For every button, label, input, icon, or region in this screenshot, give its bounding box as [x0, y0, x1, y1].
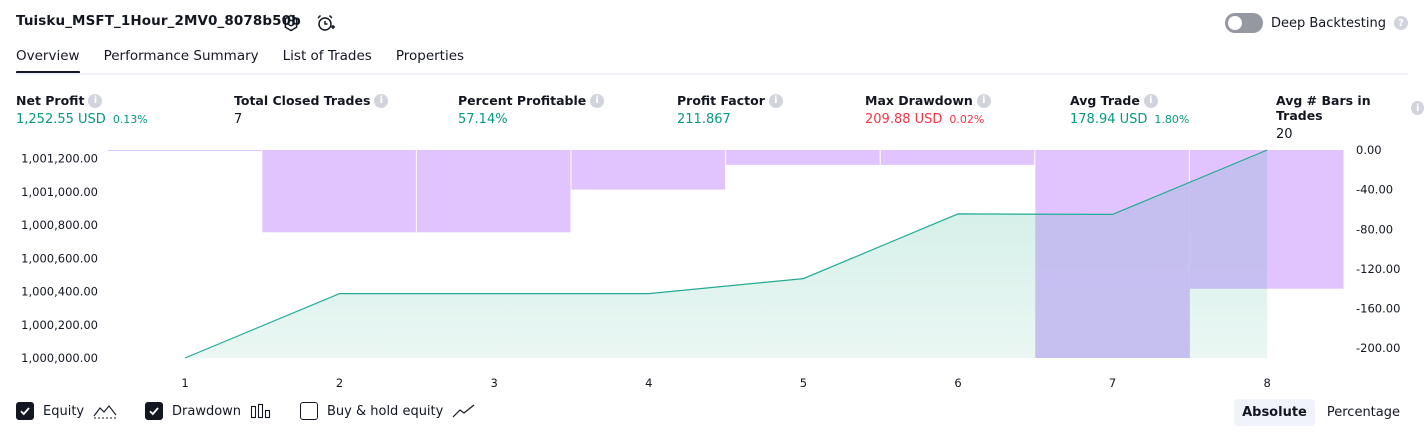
info-icon[interactable]: i [590, 93, 605, 108]
right-axis-tick: -80.00 [1356, 222, 1393, 236]
drawdown-bars-icon [250, 403, 272, 419]
tab-list-of-trades[interactable]: List of Trades [282, 48, 372, 64]
metric-net-profit: Net Profit i 1,252.55 USD 0.13% [16, 93, 148, 127]
drawdown-bar [108, 150, 262, 151]
alarm-add-icon[interactable] [315, 13, 335, 33]
tab-overview[interactable]: Overview [16, 48, 80, 74]
metric-value: 178.94 USD [1070, 112, 1148, 127]
info-icon[interactable]: i [1143, 93, 1158, 108]
left-axis-tick: 1,001,000.00 [21, 185, 98, 199]
metric-profit-factor: Profit Factor i 211.867 [677, 93, 783, 127]
legend-label: Buy & hold equity [327, 403, 444, 419]
x-axis-tick: 2 [336, 376, 343, 390]
metric-label: Profit Factor [677, 93, 765, 108]
metric-percent: 0.02% [949, 113, 985, 126]
legend-buy-hold[interactable]: Buy & hold equity [300, 402, 476, 420]
x-axis-tick: 7 [1109, 376, 1116, 390]
left-axis-tick: 1,000,000.00 [21, 351, 98, 365]
legend-label: Drawdown [172, 403, 242, 419]
equity-icon [93, 403, 117, 419]
right-axis: 0.00 -40.00 -80.00 -120.00 -160.00 -200.00 [1356, 143, 1400, 355]
buy-hold-line-icon [452, 403, 476, 419]
equity-drawdown-chart: 1,000,000.00 1,000,200.00 1,000,400.00 1,00… [21, 143, 1400, 390]
drawdown-bar [262, 150, 416, 233]
metric-label: Max Drawdown [865, 93, 973, 108]
metric-percent: 0.13% [112, 113, 148, 126]
left-axis-tick: 1,000,200.00 [21, 318, 98, 332]
left-axis-tick: 1,000,600.00 [21, 251, 98, 265]
x-axis-tick: 6 [954, 376, 961, 390]
metric-value: 7 [234, 112, 243, 127]
metric-avg-bars-in-trades: Avg # Bars in Trades i 20 [1276, 93, 1424, 142]
right-axis-tick: -200.00 [1356, 341, 1400, 355]
drawdown-bar [571, 150, 726, 190]
drawdown-bar [880, 150, 1035, 165]
x-axis-tick: 1 [181, 376, 188, 390]
left-axis-tick: 1,000,800.00 [21, 218, 98, 232]
metric-label: Total Closed Trades [234, 93, 371, 108]
info-icon[interactable]: i [88, 93, 103, 108]
right-axis-tick: 0.00 [1356, 143, 1382, 157]
equity-line [184, 149, 1268, 359]
buy-hold-checkbox[interactable] [300, 402, 318, 420]
info-icon[interactable]: i [1411, 101, 1424, 115]
left-axis: 1,000,000.00 1,000,200.00 1,000,400.00 1,00… [21, 152, 98, 365]
x-axis-tick: 8 [1264, 376, 1271, 390]
tab-performance-summary[interactable]: Performance Summary [103, 48, 259, 64]
metric-value: 1,252.55 USD [16, 112, 106, 127]
metric-avg-trade: Avg Trade i 178.94 USD 1.80% [1070, 93, 1189, 127]
drawdown-overlap [1035, 150, 1268, 358]
metric-label: Avg # Bars in Trades [1276, 93, 1371, 123]
strategy-title: Tuisku_MSFT_1Hour_2MV0_8078b50b [16, 13, 301, 29]
absolute-button[interactable]: Absolute [1234, 399, 1315, 426]
drawdown-overlap-region [1035, 182, 1190, 358]
info-icon[interactable]: i [374, 93, 389, 108]
info-icon[interactable]: i [768, 93, 783, 108]
x-axis: 1 2 3 4 5 6 7 8 [181, 376, 1271, 390]
drawdown-checkbox[interactable] [145, 402, 163, 420]
right-axis-tick: -120.00 [1356, 262, 1400, 276]
metric-label: Avg Trade [1070, 93, 1140, 108]
metric-value: 57.14% [458, 112, 508, 127]
percentage-button[interactable]: Percentage [1326, 405, 1400, 420]
tab-bar: Overview Performance Summary List of Tra… [16, 48, 465, 74]
x-axis-tick: 3 [491, 376, 498, 390]
deep-backtesting-toggle[interactable] [1224, 13, 1263, 33]
drawdown-overlap-region [1189, 150, 1268, 289]
metric-value: 211.867 [677, 112, 731, 127]
metric-label: Percent Profitable [458, 93, 587, 108]
deep-backtesting: Deep Backtesting ? [1224, 13, 1408, 33]
settings-gear-icon[interactable] [281, 13, 301, 33]
metric-value: 20 [1276, 127, 1293, 142]
metric-value: 209.88 USD [865, 112, 943, 127]
x-axis-tick: 4 [645, 376, 652, 390]
right-axis-tick: -160.00 [1356, 302, 1400, 316]
equity-checkbox[interactable] [16, 402, 34, 420]
legend-label: Equity [43, 403, 85, 419]
metric-percent: 1.80% [1154, 113, 1190, 126]
legend-drawdown[interactable]: Drawdown [145, 402, 272, 420]
drawdown-bar [726, 150, 880, 165]
legend-equity[interactable]: Equity [16, 402, 117, 420]
scale-toggle: Absolute Percentage [1234, 399, 1408, 426]
left-axis-tick: 1,001,200.00 [21, 152, 98, 166]
help-icon[interactable]: ? [1394, 16, 1408, 30]
metric-total-closed-trades: Total Closed Trades i 7 [234, 93, 389, 127]
right-axis-tick: -40.00 [1356, 183, 1393, 197]
deep-backtesting-label: Deep Backtesting [1270, 15, 1386, 31]
equity-area [185, 150, 1268, 358]
info-icon[interactable]: i [976, 93, 991, 108]
metric-max-drawdown: Max Drawdown i 209.88 USD 0.02% [865, 93, 991, 127]
metric-percent-profitable: Percent Profitable i 57.14% [458, 93, 605, 127]
tab-properties[interactable]: Properties [395, 48, 465, 64]
left-axis-tick: 1,000,400.00 [21, 285, 98, 299]
tabs-divider [16, 73, 1408, 75]
x-axis-tick: 5 [800, 376, 807, 390]
drawdown-bar [416, 150, 571, 233]
metric-label: Net Profit [16, 93, 85, 108]
